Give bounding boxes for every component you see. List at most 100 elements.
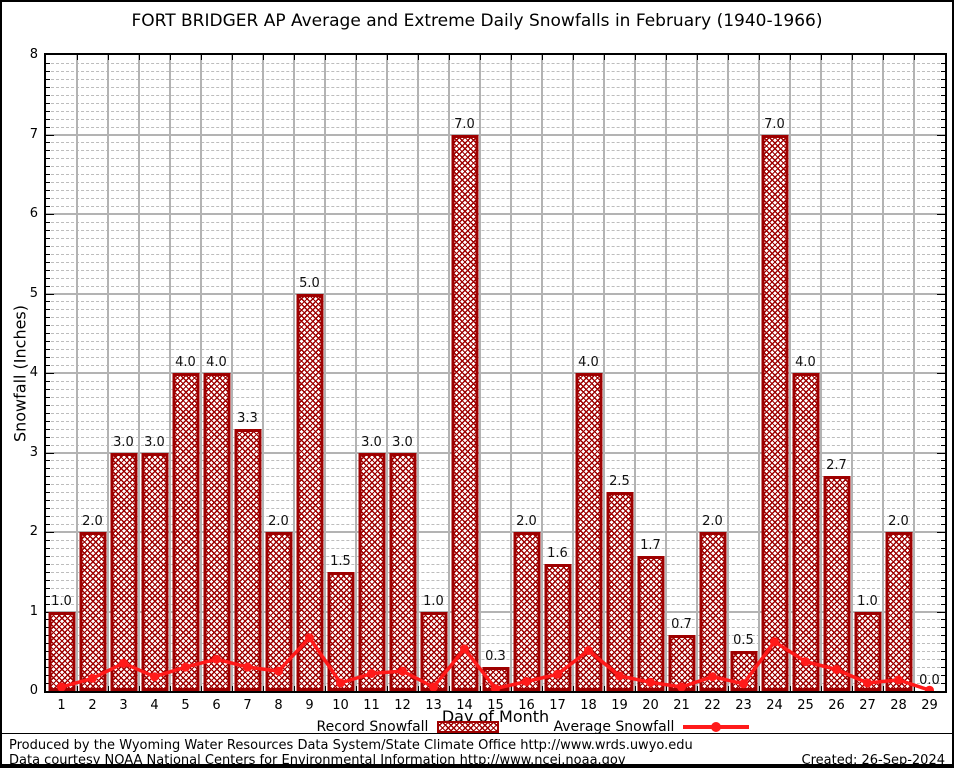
y-tick-mark <box>941 261 945 263</box>
y-tick-mark <box>941 651 945 653</box>
y-tick-mark <box>941 547 945 549</box>
gridline-minor <box>46 341 945 343</box>
y-tick-mark <box>941 539 945 541</box>
gridline-minor <box>46 627 945 629</box>
y-tick-mark <box>46 603 50 605</box>
y-tick-mark <box>46 444 50 446</box>
gridline-minor <box>46 70 945 72</box>
gridline-minor <box>46 126 945 128</box>
x-tick-label: 11 <box>363 698 380 713</box>
x-tick-label: 24 <box>766 698 783 713</box>
y-tick-mark <box>46 380 50 382</box>
y-tick-label: 3 <box>29 444 38 460</box>
y-tick-mark <box>941 675 945 677</box>
y-tick-mark <box>941 237 945 239</box>
footer-data-courtesy: Data courtesy NOAA National Centers for … <box>9 753 626 768</box>
x-tick-mark <box>201 686 202 691</box>
x-tick-mark <box>666 55 667 60</box>
x-tick-label: 12 <box>394 698 411 713</box>
bar-value-label: 0.3 <box>485 649 506 665</box>
y-tick-mark <box>941 476 945 478</box>
x-tick-label: 5 <box>181 698 190 713</box>
footer-created-date: Created: 26-Sep-2024 <box>801 753 945 768</box>
x-tick-mark <box>108 686 109 691</box>
legend-record-swatch <box>437 721 500 733</box>
average-point <box>646 677 655 687</box>
gridline-minor <box>46 476 945 478</box>
bar-value-label: 3.0 <box>361 434 382 450</box>
x-tick-mark <box>325 686 326 691</box>
y-tick-label: 7 <box>29 126 38 142</box>
record-bar <box>234 428 261 691</box>
y-tick-mark <box>46 524 50 526</box>
record-bar <box>203 373 230 691</box>
record-bar <box>637 555 664 691</box>
gridline-vertical <box>479 55 481 691</box>
y-tick-mark <box>941 269 945 271</box>
footer-separator <box>2 733 952 734</box>
y-tick-mark <box>46 412 50 414</box>
average-point <box>522 677 531 686</box>
x-tick-mark <box>759 686 760 691</box>
x-tick-mark <box>480 686 481 691</box>
gridline-minor <box>46 110 945 112</box>
gridline-vertical <box>882 55 884 691</box>
x-tick-label: 10 <box>332 698 349 713</box>
y-tick-mark <box>941 420 945 422</box>
gridline-minor <box>46 396 945 398</box>
y-tick-mark <box>46 158 50 160</box>
gridline-minor <box>46 277 945 279</box>
y-tick-mark <box>937 134 945 136</box>
y-tick-mark <box>941 516 945 518</box>
y-tick-mark <box>46 229 50 231</box>
y-tick-mark <box>46 142 50 144</box>
x-tick-mark <box>418 686 419 691</box>
y-tick-mark <box>46 70 50 72</box>
record-bar <box>358 452 385 691</box>
bar-value-label: 1.0 <box>423 593 444 609</box>
y-tick-mark <box>941 380 945 382</box>
y-tick-mark <box>941 198 945 200</box>
x-tick-mark <box>883 686 884 691</box>
y-tick-mark <box>941 229 945 231</box>
gridline-minor <box>46 651 945 653</box>
gridline-minor <box>46 301 945 303</box>
gridline-minor <box>46 333 945 335</box>
record-bar <box>265 532 292 691</box>
x-tick-mark <box>294 55 295 60</box>
x-tick-mark <box>697 686 698 691</box>
gridline-vertical <box>386 55 388 691</box>
y-tick-mark <box>46 174 50 176</box>
gridline-minor <box>46 539 945 541</box>
gridline-minor <box>46 547 945 549</box>
x-tick-mark <box>511 686 512 691</box>
y-tick-mark <box>941 396 945 398</box>
gridline-minor <box>46 571 945 573</box>
y-tick-mark <box>941 182 945 184</box>
gridline-minor <box>46 500 945 502</box>
average-point <box>863 678 872 688</box>
y-tick-mark <box>46 245 50 247</box>
gridline-vertical <box>169 55 171 691</box>
bar-value-label: 2.0 <box>268 514 289 529</box>
x-tick-mark <box>232 686 233 691</box>
gridline-minor <box>46 492 945 494</box>
y-tick-mark <box>46 325 50 327</box>
y-tick-mark <box>46 404 50 406</box>
y-tick-mark <box>941 667 945 669</box>
gridline-minor <box>46 357 945 359</box>
y-tick-mark <box>46 365 50 367</box>
x-tick-label: 22 <box>704 698 721 713</box>
y-tick-mark <box>46 166 50 168</box>
y-tick-mark <box>46 221 50 223</box>
bar-value-label: 5.0 <box>299 275 320 291</box>
x-tick-mark <box>821 686 822 691</box>
x-tick-label: 14 <box>456 698 473 713</box>
y-tick-mark <box>941 404 945 406</box>
average-point <box>150 672 159 682</box>
y-tick-mark <box>46 62 50 64</box>
y-tick-mark <box>941 110 945 112</box>
x-tick-label: 6 <box>212 698 221 713</box>
y-tick-mark <box>941 555 945 557</box>
